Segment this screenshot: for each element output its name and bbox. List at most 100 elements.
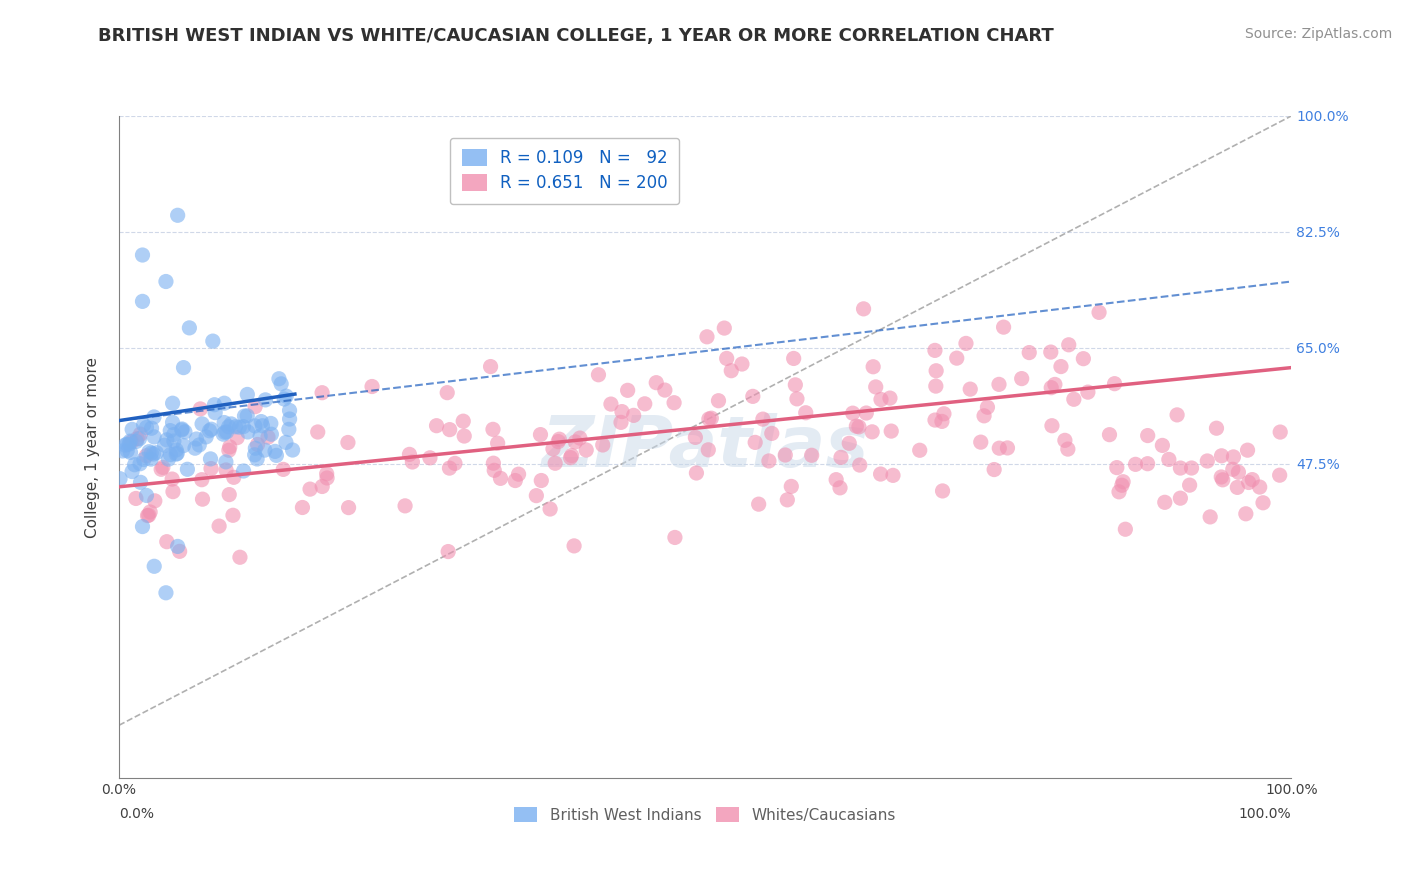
Point (236, 387, 259, 401)
Point (1270, 425, 1292, 439)
Point (1057, 338, 1080, 352)
Point (451, 414, 474, 428)
Point (128, 432, 150, 446)
Point (1166, 408, 1188, 422)
Point (271, 462, 294, 476)
Point (530, 474, 553, 488)
Point (1227, 465, 1250, 479)
Point (776, 492, 799, 507)
Point (1222, 462, 1244, 476)
Point (848, 420, 870, 434)
Point (1111, 478, 1133, 492)
Point (143, 493, 166, 508)
Point (264, 444, 287, 458)
Point (1241, 473, 1264, 487)
Point (616, 384, 638, 398)
Point (401, 455, 423, 469)
Point (257, 430, 280, 444)
Point (273, 392, 295, 406)
Point (162, 484, 184, 499)
Point (761, 426, 783, 441)
Point (1073, 351, 1095, 366)
Point (179, 321, 201, 335)
Point (236, 409, 259, 423)
Point (191, 492, 214, 507)
Point (1050, 359, 1073, 374)
Point (218, 440, 240, 454)
Point (970, 435, 993, 450)
Point (1125, 458, 1147, 472)
Point (870, 392, 893, 407)
Point (752, 412, 775, 426)
Point (201, 334, 224, 348)
Point (176, 462, 198, 476)
Point (1040, 418, 1063, 433)
Point (142, 447, 165, 461)
Point (204, 406, 226, 420)
Point (246, 452, 269, 467)
Point (664, 531, 686, 545)
Point (141, 446, 163, 460)
Point (862, 359, 884, 374)
Point (645, 376, 668, 390)
Text: BRITISH WEST INDIAN VS WHITE/CAUCASIAN COLLEGE, 1 YEAR OR MORE CORRELATION CHART: BRITISH WEST INDIAN VS WHITE/CAUCASIAN C… (98, 27, 1054, 45)
Point (786, 392, 808, 406)
Point (988, 377, 1011, 392)
Point (785, 377, 807, 392)
Point (243, 418, 266, 433)
Point (794, 406, 817, 420)
Point (634, 397, 657, 411)
Point (276, 389, 298, 403)
Point (131, 294, 153, 309)
Point (1040, 381, 1063, 395)
Point (222, 508, 245, 523)
Point (484, 463, 506, 477)
Point (115, 443, 138, 458)
Text: 0.0%: 0.0% (120, 807, 155, 821)
Point (436, 385, 458, 400)
Point (924, 413, 946, 427)
Point (1236, 443, 1258, 458)
Point (1077, 385, 1099, 400)
Point (120, 434, 142, 449)
Point (529, 427, 551, 442)
Point (1226, 480, 1249, 494)
Point (218, 443, 240, 458)
Point (425, 418, 447, 433)
Point (1011, 371, 1033, 385)
Point (1251, 496, 1274, 510)
Point (200, 461, 222, 475)
Point (145, 446, 167, 460)
Point (945, 351, 967, 366)
Point (562, 539, 585, 553)
Point (204, 398, 226, 412)
Point (1056, 442, 1078, 456)
Point (1063, 392, 1085, 407)
Point (828, 481, 851, 495)
Point (172, 422, 194, 436)
Point (1153, 495, 1175, 509)
Y-axis label: College, 1 year or more: College, 1 year or more (86, 357, 100, 538)
Point (260, 427, 283, 442)
Point (865, 380, 887, 394)
Point (560, 450, 582, 465)
Point (208, 519, 231, 533)
Point (245, 442, 267, 456)
Point (685, 430, 707, 444)
Point (1170, 461, 1192, 475)
Point (453, 429, 475, 443)
Point (336, 435, 359, 450)
Point (744, 435, 766, 450)
Point (439, 461, 461, 475)
Point (882, 468, 904, 483)
Point (174, 425, 197, 439)
Point (169, 544, 191, 558)
Point (191, 473, 214, 487)
Point (1112, 475, 1135, 489)
Point (524, 489, 547, 503)
Point (143, 559, 166, 574)
Point (155, 586, 177, 600)
Point (218, 487, 240, 501)
Point (226, 431, 249, 445)
Point (260, 417, 283, 431)
